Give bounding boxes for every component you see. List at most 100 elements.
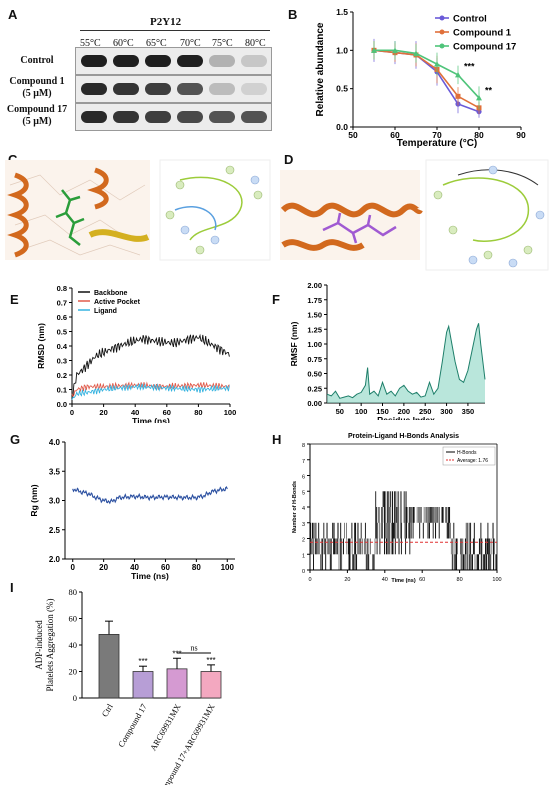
significance-mark: ** (485, 85, 493, 95)
y-tick-label: 4.0 (49, 438, 61, 447)
y-tick-label: 3.0 (49, 497, 61, 506)
y-tick-label: 6 (302, 475, 305, 481)
x-tick-label: 60 (163, 408, 171, 417)
chart-f-rmsf: 50 100 150 200 250 300 350 0.00 0.25 0.50 0.75 1.00… (289, 281, 486, 420)
series-line (71, 333, 230, 398)
blot-band (113, 83, 139, 95)
x-tick-label: 200 (398, 407, 411, 416)
x-tick-label: 20 (344, 577, 350, 583)
x-axis-label: Temperature (°C) (397, 138, 478, 149)
legend-label: Average: 1.76 (457, 458, 488, 464)
x-axis-label: Time (ns) (391, 578, 416, 584)
y-tick-label: 2.5 (49, 526, 61, 535)
temp-label: 70°C (180, 38, 201, 49)
hbond-trace (310, 491, 497, 570)
rmsf-line (326, 323, 486, 399)
y-tick-label: 2 (302, 538, 305, 544)
y-tick-label: 40 (69, 640, 78, 650)
x-tick-label: 80 (474, 130, 484, 140)
x-tick-label: 20 (99, 563, 108, 572)
x-tick-label: 20 (99, 408, 107, 417)
temp-label: 55°C (80, 38, 101, 49)
rg-line (72, 486, 228, 505)
y-axis-label: ADP-induced (34, 620, 44, 670)
blot-band (145, 55, 171, 67)
y-axis-label: Relative abundance (315, 22, 326, 116)
panel-label-e: E (10, 292, 19, 307)
y-tick-label: 0.8 (57, 284, 67, 293)
data-point (476, 94, 482, 101)
x-tick-label: 50 (348, 130, 358, 140)
x-tick-label: Ctrl (99, 701, 115, 718)
legend-box (442, 446, 496, 466)
series-line (71, 383, 230, 401)
x-tick-label: 150 (376, 407, 389, 416)
chart-e-rmsd: 0 20 40 60 80 100 0.0 0.1 0.2 0.3 0.4 0.5 0.6 0.7 0.8 T… (36, 284, 236, 423)
blot-strip (75, 103, 272, 131)
panel-label-d: D (284, 152, 294, 167)
y-tick-label: 0.5 (336, 84, 348, 94)
x-tick-label: Compound 17+ARC69931MX (155, 702, 216, 785)
y-tick-label: 7 (302, 459, 305, 465)
x-tick-label: 40 (131, 408, 139, 417)
x-tick-label: 50 (336, 407, 344, 416)
blot-band (145, 83, 171, 95)
y-axis-label: Number of H-Bonds (292, 481, 298, 533)
y-axis-label: Platelets Aggregation (%) (45, 599, 55, 692)
x-tick-label: 0 (70, 408, 74, 417)
legend-label: Compound 17 (453, 42, 516, 53)
rmsf-area (327, 323, 485, 403)
temp-label: 80°C (245, 38, 266, 49)
x-tick-label: 60 (161, 563, 170, 572)
y-tick-label: 20 (69, 667, 78, 677)
significance-mark: *** (172, 649, 181, 658)
legend-label: Active Pocket (94, 299, 141, 306)
temp-label: 60°C (113, 38, 134, 49)
legend-marker (439, 15, 445, 21)
blot-band (81, 83, 107, 95)
y-tick-label: 4 (302, 506, 305, 512)
significance-mark: *** (206, 656, 215, 665)
significance-mark: *** (464, 62, 475, 72)
y-tick-label: 0.25 (307, 384, 322, 393)
series-line (374, 49, 480, 99)
y-tick-label: 0.1 (57, 386, 67, 395)
blot-band (177, 111, 203, 123)
blot-band (177, 55, 203, 67)
x-tick-label: Compound 17 (116, 702, 149, 749)
docking-image-compound-1 (5, 159, 271, 261)
y-tick-label: 1.75 (307, 296, 322, 305)
y-tick-label: 0.50 (307, 370, 322, 379)
y-tick-label: 60 (69, 614, 78, 624)
panel-label-c: C (8, 152, 18, 167)
y-tick-label: 0 (73, 693, 77, 703)
blot-band (241, 55, 267, 67)
series-line (71, 381, 230, 398)
blot-row-label: Control (20, 55, 54, 66)
y-tick-label: 3 (302, 522, 305, 528)
data-point (434, 61, 440, 67)
chart-g-rg: 0 20 40 60 80 100 2.0 2.5 3.0 3.5 4.0 Time (ns) Rg (… (29, 438, 235, 581)
chart-b-thermal-stability: 50 60 70 80 90 0.0 0.5 1.0 1.5 Temperature (°C) Re… (315, 7, 526, 149)
data-point (455, 93, 461, 99)
temp-label: 65°C (146, 38, 167, 49)
y-tick-label: 0.0 (57, 400, 67, 409)
blot-title-underline (80, 30, 270, 31)
legend-marker (439, 29, 445, 35)
y-tick-label: 0.2 (57, 371, 67, 380)
y-tick-label: 0.75 (307, 355, 322, 364)
y-tick-label: 80 (69, 587, 78, 597)
x-tick-label: 300 (440, 407, 453, 416)
y-tick-label: 8 (302, 443, 305, 449)
bar (98, 634, 120, 699)
bar (200, 671, 222, 699)
panel-label-h: H (272, 432, 282, 447)
chart-title: Protein-Ligand H-Bonds Analysis (348, 433, 459, 440)
y-axis-label: RMSD (nm) (36, 323, 46, 369)
blot-row-label: Compound 1 (5 μM) (9, 76, 65, 99)
x-tick-label: 60 (390, 130, 400, 140)
western-blot-panel: P2Y12 55°C 60°C 65°C 70°C 75°C 80°C Cont… (0, 0, 280, 140)
x-tick-label: 100 (492, 577, 501, 583)
blot-strip (75, 47, 272, 75)
